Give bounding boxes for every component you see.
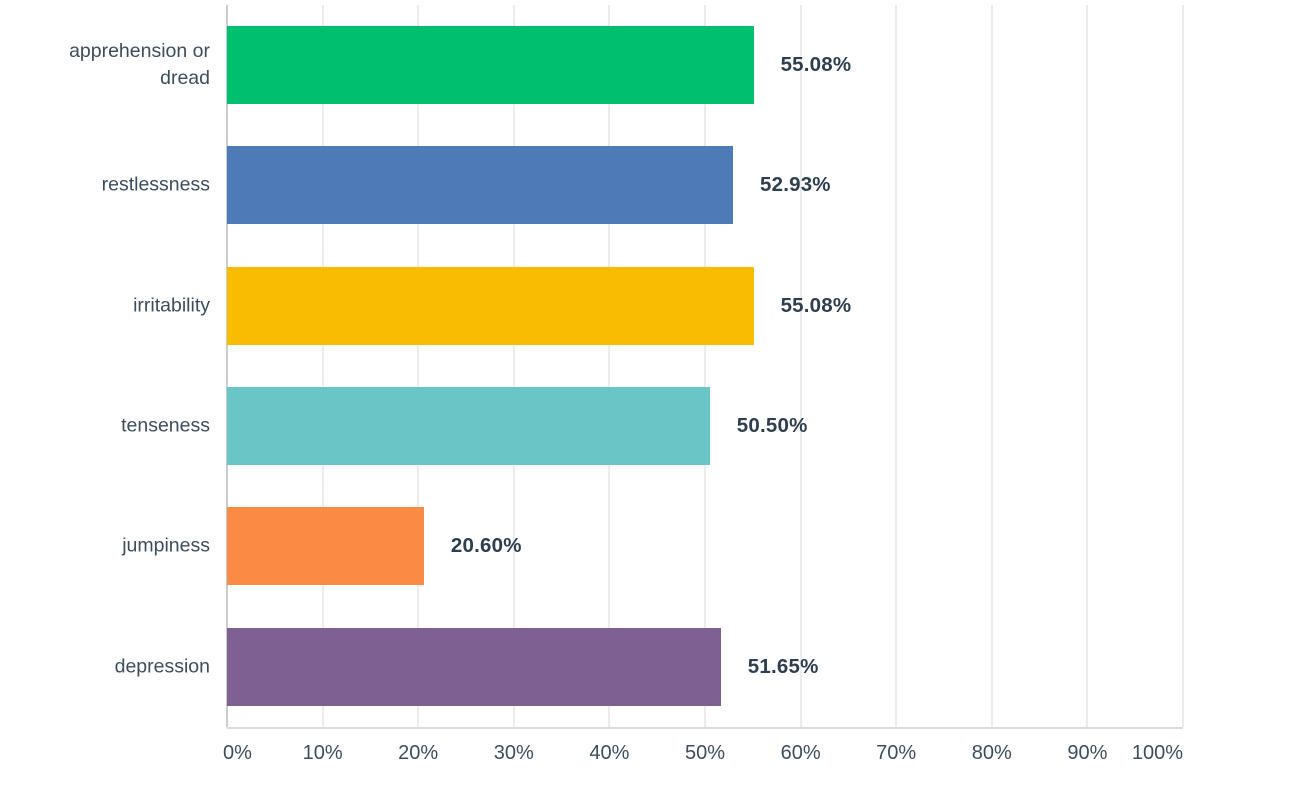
value-label: 52.93% — [760, 173, 831, 197]
gridline — [1086, 5, 1089, 727]
value-label: 20.60% — [450, 534, 522, 558]
bar-row: restlessness 52.93% — [0, 125, 1310, 245]
gridline — [417, 5, 420, 727]
x-tick-label: 90% — [1067, 742, 1108, 764]
bar-row: apprehension or dread 55.08% — [0, 5, 1310, 125]
value-label: 50.50% — [736, 414, 808, 438]
bar[interactable] — [227, 26, 754, 105]
category-label: irritability — [133, 294, 210, 317]
gridline — [895, 5, 898, 727]
x-tick-label: 100% — [1131, 742, 1183, 764]
bar[interactable] — [227, 146, 733, 225]
y-axis-line — [226, 5, 228, 727]
gridline — [704, 5, 706, 727]
gridline — [321, 5, 324, 727]
bar[interactable] — [227, 507, 424, 586]
gridline — [608, 5, 611, 727]
x-tick-label: 60% — [780, 742, 821, 764]
x-axis: 0% 10% 20% 30% 40% 50% 60% 70% 80% 90% 100% — [223, 742, 1183, 772]
x-tick-label: 40% — [589, 742, 630, 764]
bar[interactable] — [227, 387, 710, 466]
category-label: jumpiness — [122, 535, 210, 558]
category-label: depression — [114, 655, 210, 678]
gridline — [799, 5, 802, 727]
bar-row: jumpiness 20.60% — [0, 486, 1310, 606]
x-tick-label: 70% — [876, 742, 917, 764]
x-tick-label: 10% — [302, 742, 343, 764]
x-tick-label: 30% — [493, 742, 534, 764]
bar-row: tenseness 50.50% — [0, 366, 1310, 486]
bar-row: irritability 55.08% — [0, 246, 1310, 366]
category-label: restlessness — [101, 174, 210, 197]
bar-rows: apprehension or dread 55.08% restlessness 5… — [0, 5, 1310, 727]
x-tick-label: 0% — [223, 742, 252, 764]
bar[interactable] — [227, 627, 721, 706]
plot-area — [226, 5, 1184, 729]
x-tick-label: 50% — [684, 742, 726, 764]
gridline — [512, 5, 515, 727]
bar-row: depression 51.65% — [0, 607, 1310, 727]
category-label: tenseness — [121, 414, 210, 437]
gridline — [990, 5, 993, 727]
value-label: 51.65% — [747, 654, 819, 678]
bar[interactable] — [227, 266, 754, 345]
x-tick-label: 80% — [971, 742, 1012, 764]
category-label: apprehension or dread — [69, 40, 210, 90]
value-label: 55.08% — [780, 293, 852, 317]
value-label: 55.08% — [780, 53, 852, 77]
x-tick-label: 20% — [398, 742, 439, 764]
gridline — [1182, 5, 1184, 727]
